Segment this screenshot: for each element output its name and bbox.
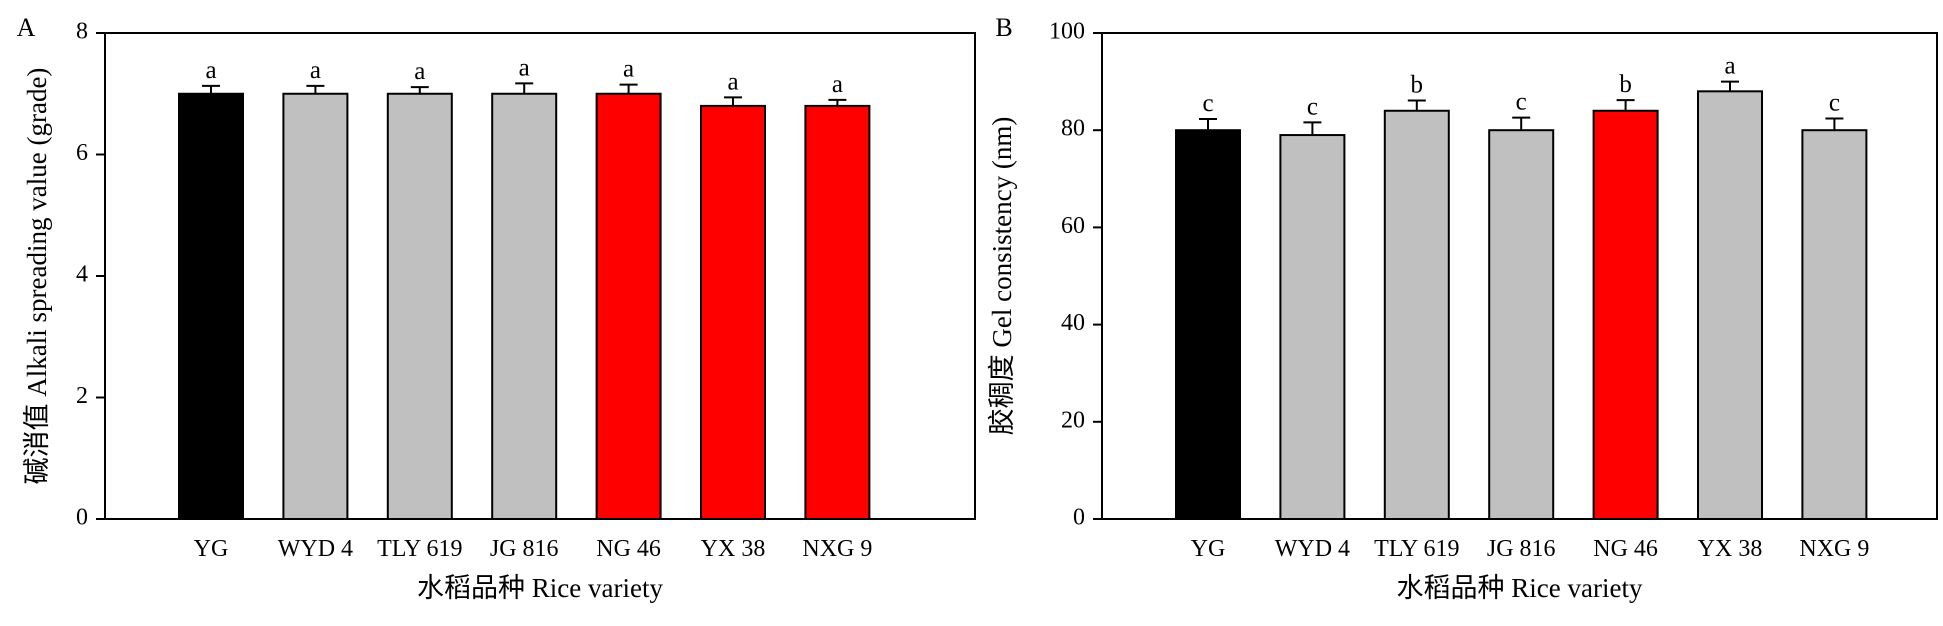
bar [1697, 90, 1763, 520]
bar [1592, 109, 1659, 520]
x-tick-label: WYD 4 [278, 536, 353, 562]
y-tick-label: 20 [1061, 407, 1085, 433]
plot-frame [104, 32, 976, 520]
x-tick-label: NG 46 [1593, 536, 1658, 562]
bar [386, 92, 453, 520]
bar [282, 92, 349, 520]
x-tick-label: TLY 619 [1374, 536, 1459, 562]
x-tick-label: JG 816 [1487, 536, 1556, 562]
significance-label: c [1307, 93, 1318, 120]
significance-label: a [519, 54, 530, 81]
x-tick-label: WYD 4 [1275, 536, 1350, 562]
y-tick-label: 2 [76, 383, 88, 409]
y-tick-label: 80 [1061, 116, 1085, 142]
bar [1279, 134, 1346, 520]
y-tick-label: 6 [76, 140, 88, 166]
significance-label: c [1516, 89, 1527, 116]
y-tick-label: 40 [1061, 310, 1085, 336]
y-axis-title: 碱消值 Alkali spreading value (grade) [22, 68, 52, 485]
x-tick-label: NXG 9 [802, 536, 872, 562]
significance-label: a [727, 68, 738, 95]
x-tick-label: YG [194, 536, 229, 562]
plot-frame [1101, 32, 1938, 520]
significance-label: a [205, 57, 216, 84]
x-axis-title: 水稻品种 Rice variety [417, 573, 663, 603]
significance-label: c [1202, 90, 1213, 117]
bar [1488, 129, 1555, 520]
bar [1383, 109, 1450, 520]
x-tick-label: JG 816 [490, 536, 559, 562]
significance-label: c [1829, 90, 1840, 117]
significance-label: a [832, 71, 843, 98]
y-tick-label: 60 [1061, 213, 1085, 239]
bar [700, 104, 766, 521]
bar [491, 92, 558, 520]
y-axis-title: 胶稠度 Gel consistency (nm) [987, 117, 1017, 436]
x-tick-label: YX 38 [1698, 536, 1763, 562]
bar [595, 92, 662, 520]
significance-label: a [1724, 53, 1735, 80]
x-tick-label: NG 46 [596, 536, 661, 562]
x-axis-title: 水稻品种 Rice variety [1397, 573, 1643, 603]
significance-label: b [1411, 72, 1424, 99]
chart-panel-a: Aa YG a WYD 4 a TLY 619 a JG 816 a NG 46 a YX 38 a NX… [17, 13, 976, 603]
significance-label: b [1619, 71, 1632, 98]
panel-letter: A [17, 13, 36, 42]
y-tick-label: 4 [76, 262, 88, 288]
y-tick-label: 0 [76, 505, 88, 531]
x-tick-label: TLY 619 [377, 536, 462, 562]
bar [1801, 129, 1868, 520]
significance-label: a [310, 57, 321, 84]
y-tick-label: 0 [1073, 505, 1085, 531]
y-tick-label: 100 [1049, 19, 1085, 45]
y-tick-label: 8 [76, 19, 88, 45]
x-tick-label: YG [1191, 536, 1226, 562]
x-tick-label: YX 38 [701, 536, 766, 562]
chart-panel-b: Bc YG c WYD 4 b TLY 619 c JG 816 b NG 46 a YX 38 c NX… [987, 13, 1938, 603]
significance-label: a [623, 56, 634, 83]
bar [1175, 129, 1241, 520]
bar [804, 104, 871, 521]
significance-label: a [414, 58, 425, 85]
x-tick-label: NXG 9 [1799, 536, 1869, 562]
panel-letter: B [995, 13, 1012, 42]
bar [178, 92, 244, 520]
